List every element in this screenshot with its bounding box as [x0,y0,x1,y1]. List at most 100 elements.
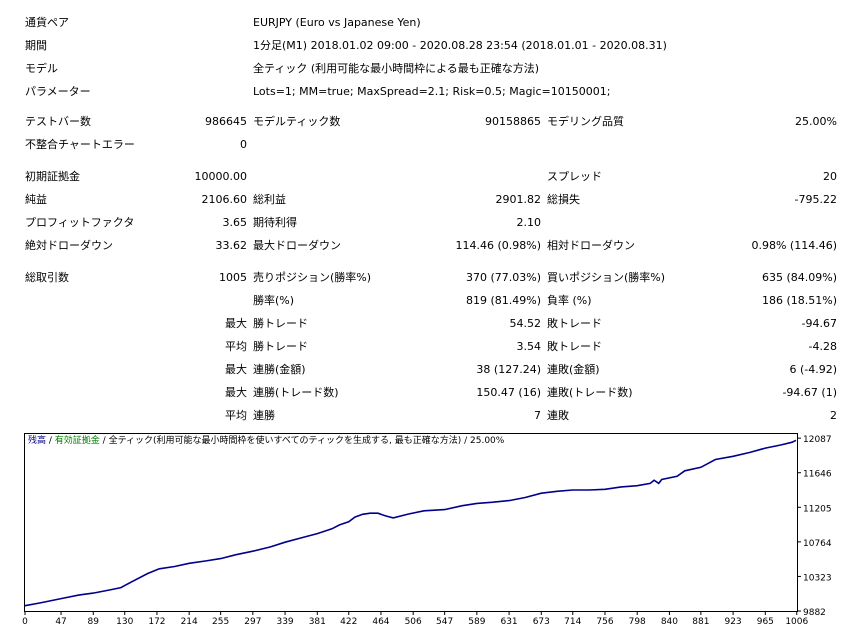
gross-loss-value: -795.22 [794,193,837,206]
x-tick-label: 464 [372,617,389,627]
average-consecutive-prefix: 平均 [225,409,247,422]
max-consecutive-losses-money-label: 連敗(金額) [547,363,600,376]
short-positions-value: 370 (77.03%) [465,271,541,284]
model-quality-value: 25.00% [795,115,837,128]
x-tick-label: 1006 [785,617,808,627]
net-profit-value: 2106.60 [201,193,248,206]
largest-prefix: 最大 [225,317,247,330]
average-consecutive-wins-label: 連勝 [253,409,275,422]
largest-loss-trade-value: -94.67 [801,317,837,330]
total-trades-label: 総取引数 [25,271,69,284]
x-tick-label: 631 [500,617,517,627]
x-tick-label: 422 [340,617,357,627]
max-consecutive-losses-trades-label: 連敗(トレード数) [547,386,633,399]
y-tick-label: 10323 [803,573,832,583]
x-tick-label: 714 [564,617,581,627]
max-consecutive-wins-money-label: 連勝(金額) [253,363,306,376]
x-tick-label: 506 [405,617,422,627]
x-tick-label: 0 [22,617,28,627]
maximal-drawdown-value: 114.46 (0.98%) [455,239,541,252]
profit-trades-label: 勝率(%) [253,294,295,307]
currency-pair-value: EURJPY (Euro vs Japanese Yen) [253,16,421,29]
average-loss-trade-value: -4.28 [808,340,837,353]
x-tick-label: 255 [212,617,229,627]
legend-separator: / [461,436,471,446]
average-profit-trade-label: 勝トレード [253,340,308,353]
legend-separator: / [46,436,55,446]
x-tick-label: 923 [724,617,741,627]
legend-balance: 残高 [28,436,47,446]
initial-deposit-value: 10000.00 [194,170,248,183]
parameters-label: パラメーター [25,85,91,98]
x-tick-label: 965 [757,617,774,627]
x-tick-label: 756 [596,617,613,627]
model-quality-label: モデリング品質 [547,115,624,128]
max-consecutive-losses-money-value: 6 (-4.92) [789,363,837,376]
relative-drawdown-label: 相対ドローダウン [547,239,635,252]
legend-separator: / [99,436,109,446]
spread-label: スプレッド [547,170,602,183]
test-bars-label: テストバー数 [25,115,91,128]
y-tick-label: 9882 [803,608,826,618]
balance-line [24,439,797,607]
max-consecutive-wins-money-value: 38 (127.24) [476,363,541,376]
average-consecutive-losses-label: 連敗 [547,409,569,422]
model-value: 全ティック (利用可能な最小時間枠による最も正確な方法) [253,62,540,75]
profit-factor-value: 3.65 [222,216,248,229]
x-tick-label: 339 [276,617,293,627]
x-tick-label: 840 [661,617,678,627]
profit-factor-label: プロフィットファクタ [25,216,135,229]
loss-trades-value: 186 (18.51%) [761,294,837,307]
largest-profit-trade-value: 54.52 [509,317,542,330]
total-trades-value: 1005 [219,271,247,284]
y-tick-label: 10764 [803,539,832,549]
x-tick-label: 547 [436,617,453,627]
max-consecutive-wins-trades-value: 150.47 (16) [476,386,541,399]
largest-loss-trade-label: 敗トレード [547,317,602,330]
x-tick-label: 381 [309,617,326,627]
period-value: 1分足(M1) 2018.01.02 09:00 - 2020.08.28 23… [253,39,667,52]
model-ticks-label: モデルティック数 [253,115,341,128]
mismatch-errors-value: 0 [240,138,247,151]
max-consecutive-money-prefix: 最大 [225,363,247,376]
net-profit-label: 純益 [25,193,47,206]
chart-legend: 残高 / 有効証拠金 / 全ティック(利用可能な最小時間枠を使いすべてのティック… [28,436,504,447]
x-tick-label: 297 [244,617,261,627]
x-tick-label: 172 [148,617,165,627]
expected-payoff-value: 2.10 [516,216,542,229]
model-label: モデル [25,62,58,75]
absolute-drawdown-label: 絶対ドローダウン [25,239,113,252]
profit-trades-value: 819 (81.49%) [465,294,541,307]
parameters-value: Lots=1; MM=true; MaxSpread=2.1; Risk=0.5… [253,85,611,98]
initial-deposit-label: 初期証拠金 [25,170,80,183]
test-bars-value: 986645 [205,115,247,128]
legend-model: 全ティック(利用可能な最小時間枠を使いすべてのティックを生成する, 最も正確な方… [108,436,462,446]
average-prefix: 平均 [225,340,247,353]
expected-payoff-label: 期待利得 [253,216,297,229]
balance-chart-frame [24,433,798,612]
max-consecutive-losses-trades-value: -94.67 (1) [782,386,837,399]
legend-equity: 有効証拠金 [54,436,100,446]
loss-trades-label: 負率 (%) [547,294,592,307]
average-loss-trade-label: 敗トレード [547,340,602,353]
y-tick-label: 11646 [803,470,832,480]
short-positions-label: 売りポジション(勝率%) [253,271,372,284]
x-tick-label: 673 [533,617,550,627]
x-tick-label: 47 [55,617,66,627]
model-ticks-value: 90158865 [485,115,541,128]
gross-profit-value: 2901.82 [495,193,542,206]
x-tick-label: 130 [116,617,133,627]
gross-profit-label: 総利益 [253,193,286,206]
absolute-drawdown-value: 33.62 [215,239,248,252]
y-tick-label: 11205 [803,504,832,514]
long-positions-value: 635 (84.09%) [761,271,837,284]
max-consecutive-wins-trades-label: 連勝(トレード数) [253,386,339,399]
average-consecutive-losses-value: 2 [830,409,837,422]
mismatch-errors-label: 不整合チャートエラー [25,138,135,151]
relative-drawdown-value: 0.98% (114.46) [751,239,837,252]
x-tick-label: 881 [692,617,709,627]
maximal-drawdown-label: 最大ドローダウン [253,239,341,252]
x-tick-label: 89 [88,617,100,627]
x-tick-label: 589 [468,617,485,627]
